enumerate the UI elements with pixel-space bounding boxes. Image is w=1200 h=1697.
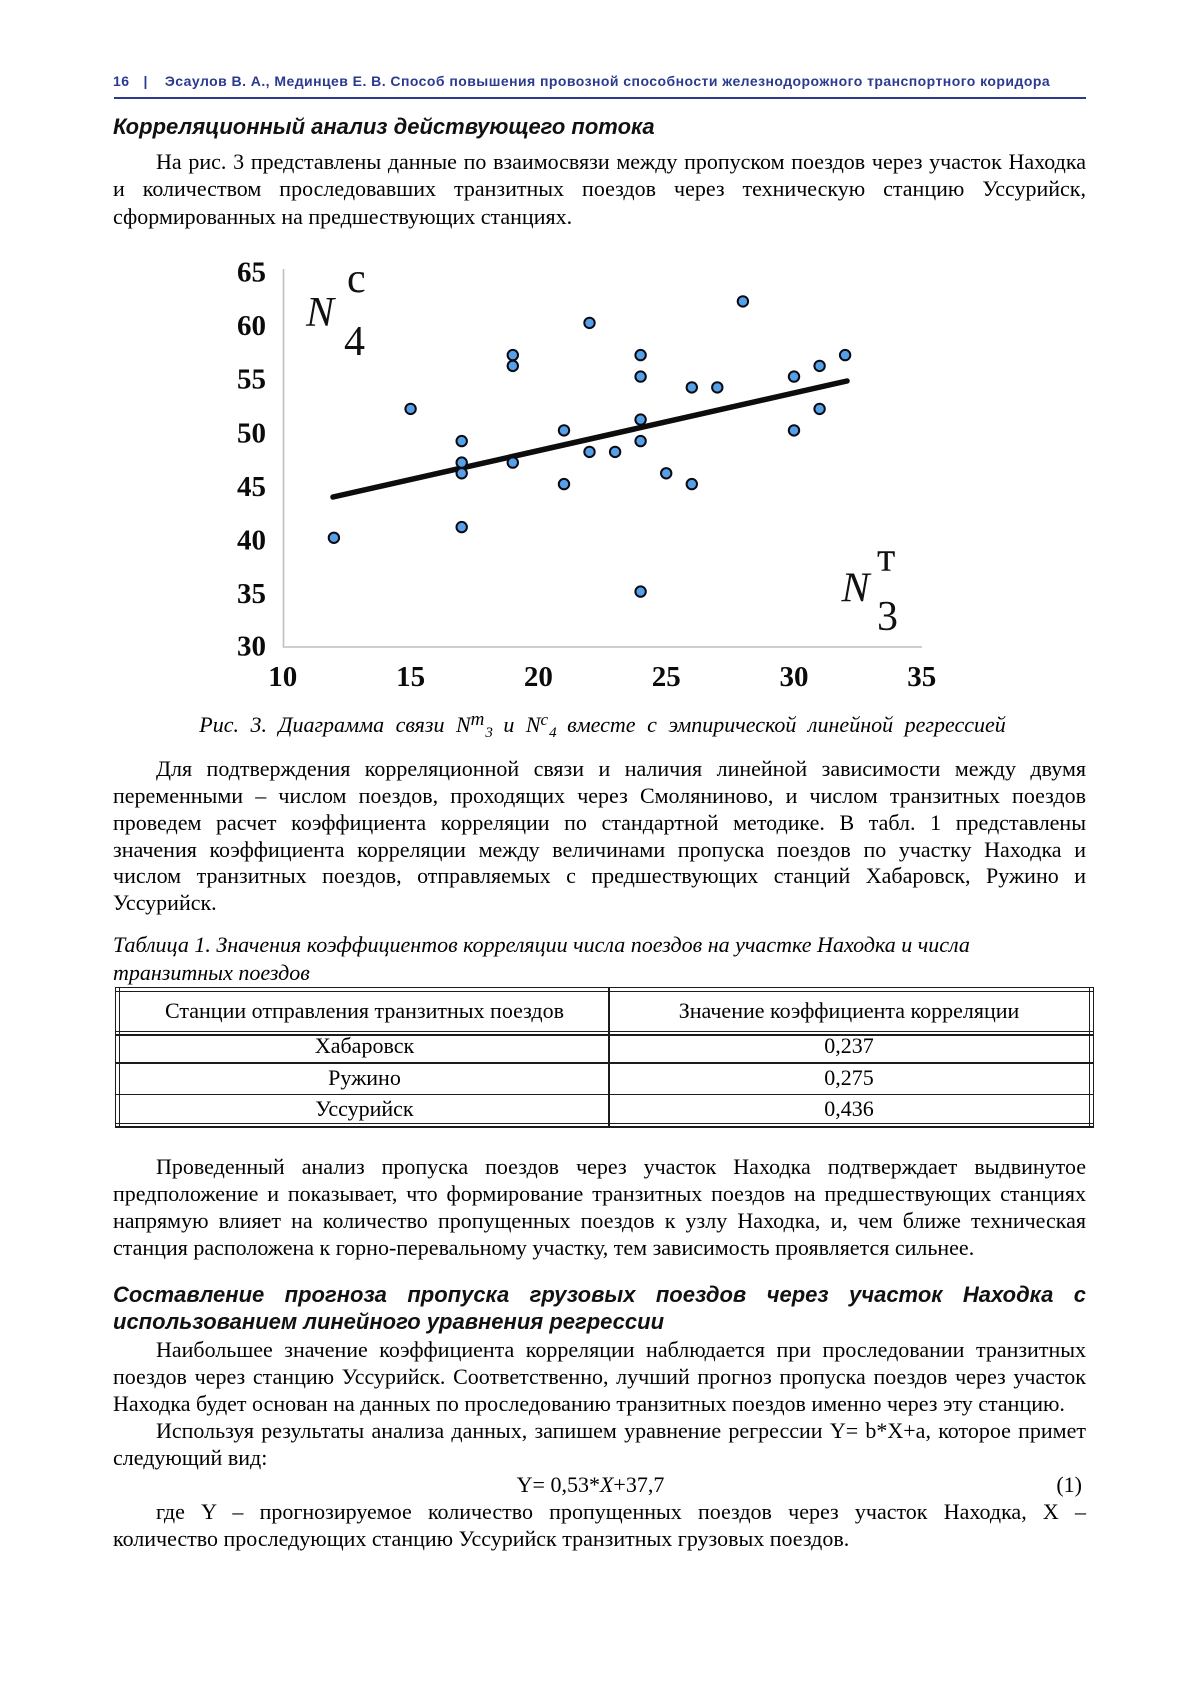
svg-text:т: т [877,535,895,581]
svg-text:25: 25 [652,661,681,693]
svg-text:60: 60 [237,310,266,342]
svg-text:20: 20 [524,661,553,693]
svg-text:30: 30 [780,661,809,693]
svg-text:15: 15 [396,661,425,693]
svg-text:c: c [347,256,366,302]
svg-text:50: 50 [237,418,266,450]
svg-text:35: 35 [907,661,936,693]
svg-text:40: 40 [237,525,266,557]
svg-text:3: 3 [877,594,898,640]
svg-text:65: 65 [237,257,266,289]
svg-text:4: 4 [344,319,365,365]
svg-text:N: N [305,290,336,336]
svg-text:N: N [841,566,872,612]
svg-text:55: 55 [237,364,266,396]
svg-text:45: 45 [237,471,266,503]
svg-text:10: 10 [268,661,297,693]
svg-text:30: 30 [237,631,266,663]
svg-text:35: 35 [237,578,266,610]
